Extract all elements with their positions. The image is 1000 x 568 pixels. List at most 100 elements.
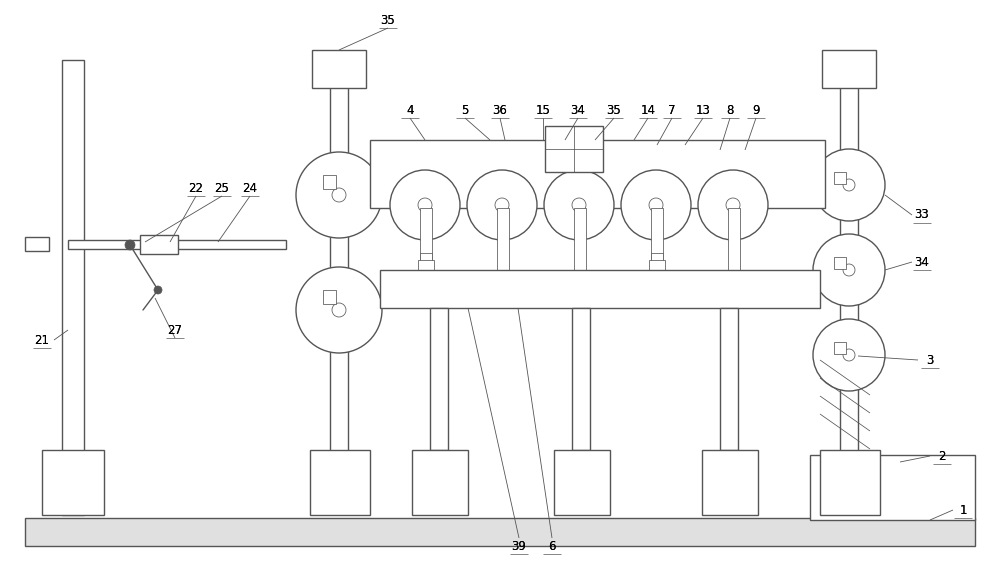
Circle shape bbox=[726, 198, 740, 212]
Circle shape bbox=[843, 264, 855, 276]
Text: 27: 27 bbox=[168, 324, 182, 336]
Text: 7: 7 bbox=[668, 103, 676, 116]
Text: 4: 4 bbox=[406, 103, 414, 116]
Bar bbox=[140, 235, 178, 254]
Bar bbox=[702, 450, 758, 515]
Bar bbox=[380, 270, 820, 308]
Circle shape bbox=[572, 198, 586, 212]
Text: 13: 13 bbox=[696, 103, 710, 116]
Text: 24: 24 bbox=[242, 182, 258, 194]
Bar bbox=[68, 240, 286, 249]
Text: 39: 39 bbox=[512, 540, 526, 553]
Text: 34: 34 bbox=[915, 256, 929, 269]
Text: 21: 21 bbox=[34, 333, 50, 346]
Bar bbox=[497, 208, 509, 270]
Bar bbox=[330, 65, 348, 455]
Text: 3: 3 bbox=[926, 353, 934, 366]
Bar bbox=[430, 308, 448, 450]
Text: 6: 6 bbox=[548, 540, 556, 553]
Bar bbox=[810, 455, 975, 520]
Text: 6: 6 bbox=[548, 540, 556, 553]
Bar bbox=[323, 175, 336, 189]
Text: 9: 9 bbox=[752, 103, 760, 116]
Text: 8: 8 bbox=[726, 103, 734, 116]
Bar bbox=[728, 208, 740, 270]
Text: 8: 8 bbox=[726, 103, 734, 116]
Text: 14: 14 bbox=[640, 103, 656, 116]
Bar bbox=[572, 308, 590, 450]
Text: 2: 2 bbox=[938, 449, 946, 462]
Bar bbox=[62, 60, 84, 515]
Circle shape bbox=[843, 349, 855, 361]
Bar bbox=[323, 290, 336, 304]
Text: 5: 5 bbox=[461, 103, 469, 116]
Bar bbox=[720, 308, 738, 450]
Bar bbox=[418, 260, 434, 270]
Bar bbox=[834, 342, 846, 354]
Bar bbox=[649, 260, 665, 270]
Bar bbox=[822, 50, 876, 88]
Text: 3: 3 bbox=[926, 353, 934, 366]
Circle shape bbox=[495, 198, 509, 212]
Bar bbox=[420, 253, 432, 271]
Text: 35: 35 bbox=[381, 14, 395, 27]
Text: 13: 13 bbox=[696, 103, 710, 116]
Text: 36: 36 bbox=[493, 103, 507, 116]
Text: 39: 39 bbox=[512, 540, 526, 553]
Text: 4: 4 bbox=[406, 103, 414, 116]
Circle shape bbox=[296, 152, 382, 238]
Circle shape bbox=[332, 303, 346, 317]
Bar bbox=[840, 65, 858, 455]
Circle shape bbox=[467, 170, 537, 240]
Text: 33: 33 bbox=[915, 208, 929, 222]
Bar bbox=[651, 208, 663, 270]
Text: 21: 21 bbox=[34, 333, 50, 346]
Bar bbox=[834, 257, 846, 269]
Circle shape bbox=[621, 170, 691, 240]
Text: 15: 15 bbox=[536, 103, 550, 116]
Bar bbox=[574, 208, 586, 270]
Bar bbox=[820, 450, 880, 515]
Text: 36: 36 bbox=[493, 103, 507, 116]
Circle shape bbox=[813, 234, 885, 306]
Bar bbox=[834, 172, 846, 184]
Bar bbox=[420, 208, 432, 270]
Text: 1: 1 bbox=[959, 503, 967, 516]
Text: 22: 22 bbox=[188, 182, 204, 194]
Text: 27: 27 bbox=[168, 324, 182, 336]
Bar bbox=[370, 140, 825, 208]
Text: 34: 34 bbox=[571, 103, 585, 116]
Bar bbox=[42, 450, 104, 515]
Text: 35: 35 bbox=[381, 14, 395, 27]
Text: 35: 35 bbox=[607, 103, 621, 116]
Bar bbox=[312, 50, 366, 88]
Circle shape bbox=[544, 170, 614, 240]
Circle shape bbox=[332, 188, 346, 202]
Circle shape bbox=[125, 240, 135, 250]
Circle shape bbox=[843, 179, 855, 191]
Bar bbox=[310, 450, 370, 515]
Bar bbox=[25, 237, 49, 251]
Bar bbox=[651, 253, 663, 271]
Text: 5: 5 bbox=[461, 103, 469, 116]
Text: 2: 2 bbox=[938, 449, 946, 462]
Text: 33: 33 bbox=[915, 208, 929, 222]
Text: 15: 15 bbox=[536, 103, 550, 116]
Text: 9: 9 bbox=[752, 103, 760, 116]
Circle shape bbox=[649, 198, 663, 212]
Text: 35: 35 bbox=[607, 103, 621, 116]
Text: 25: 25 bbox=[215, 182, 229, 194]
Circle shape bbox=[813, 319, 885, 391]
Text: 22: 22 bbox=[188, 182, 204, 194]
Text: 7: 7 bbox=[668, 103, 676, 116]
Text: 24: 24 bbox=[242, 182, 258, 194]
Text: 34: 34 bbox=[915, 256, 929, 269]
Bar bbox=[412, 450, 468, 515]
Circle shape bbox=[390, 170, 460, 240]
Circle shape bbox=[418, 198, 432, 212]
Circle shape bbox=[698, 170, 768, 240]
Circle shape bbox=[296, 267, 382, 353]
Circle shape bbox=[154, 286, 162, 294]
Text: 14: 14 bbox=[640, 103, 656, 116]
Bar bbox=[554, 450, 610, 515]
